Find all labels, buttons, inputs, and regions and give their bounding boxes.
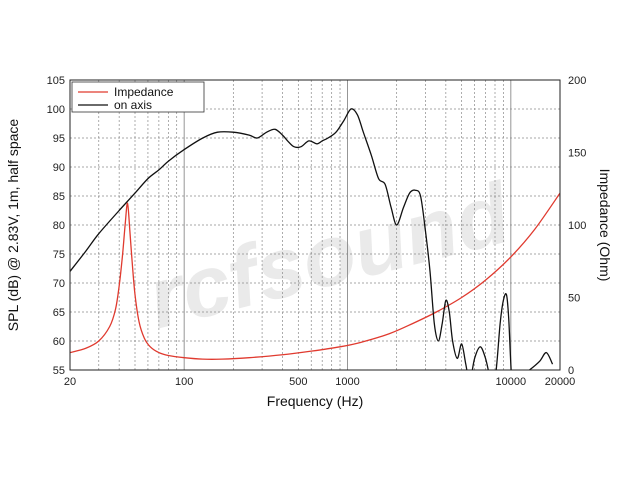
series-line-impedance [70, 192, 560, 360]
legend-box [71, 81, 205, 113]
x-tick-label: 20 [64, 376, 76, 388]
x-tick-label: 20000 [545, 376, 576, 388]
y-tick-label: 55 [53, 365, 65, 377]
y2-tick-label: 200 [568, 75, 586, 87]
y-axis-title: SPL (dB) @ 2.83V, 1m, half space [5, 119, 21, 332]
plot-frame [69, 79, 561, 371]
y-tick-label: 100 [47, 104, 65, 116]
legend-label: on axis [114, 98, 152, 112]
y-tick-label: 105 [47, 75, 65, 87]
series-line-on-axis [70, 108, 554, 370]
y2-axis-title: Impedance (Ohm) [597, 169, 613, 282]
x-tick-label: 500 [289, 376, 307, 388]
x-tick-label: 100 [175, 376, 193, 388]
watermark-logo: rcfsound [138, 165, 520, 348]
y-tick-label: 70 [53, 278, 65, 290]
y-tick-label: 85 [53, 191, 65, 203]
y2-tick-label: 0 [568, 365, 574, 377]
y-tick-label: 60 [53, 336, 65, 348]
y-tick-label: 75 [53, 249, 65, 261]
y2-tick-label: 150 [568, 148, 586, 160]
legend-label: Impedance [114, 85, 174, 99]
y-tick-label: 95 [53, 133, 65, 145]
y-tick-label: 90 [53, 162, 65, 174]
y2-tick-label: 100 [568, 220, 586, 232]
y-tick-label: 65 [53, 307, 65, 319]
y2-tick-label: 50 [568, 293, 580, 305]
x-tick-label: 10000 [496, 376, 527, 388]
x-tick-label: 1000 [335, 376, 359, 388]
x-axis-title: Frequency (Hz) [267, 393, 363, 409]
y-tick-label: 80 [53, 220, 65, 232]
